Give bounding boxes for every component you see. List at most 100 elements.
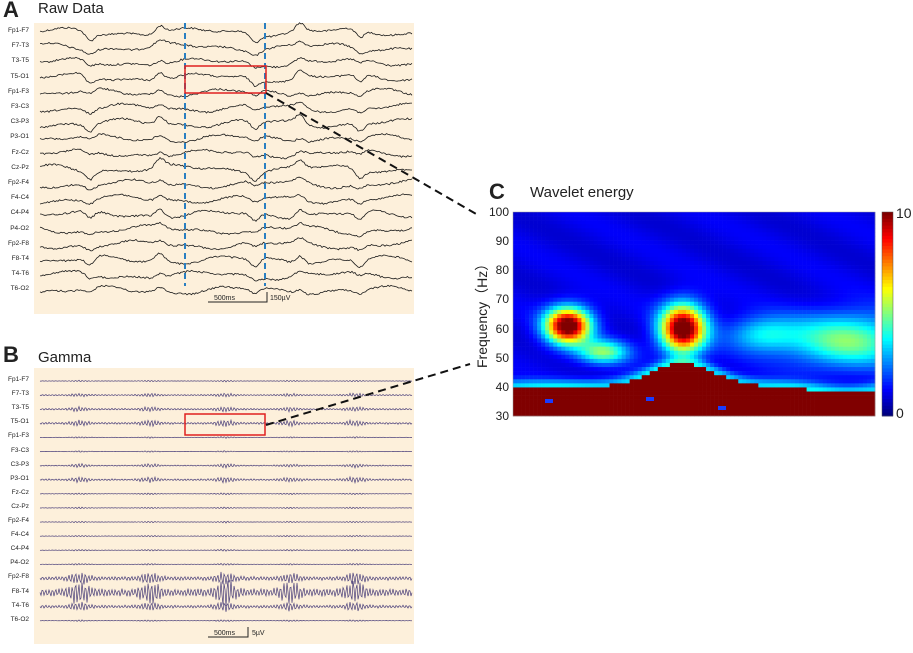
heatmap-cell [778,252,783,258]
heatmap-cell [858,330,864,335]
heatmap-cell [814,281,819,286]
heatmap-cell [565,285,570,290]
heatmap-cell [718,371,723,376]
heatmap-cell [858,240,864,245]
heatmap-cell [621,293,626,298]
heatmap-cell [553,322,558,327]
heatmap-cell [645,269,651,274]
heatmap-cell [722,362,727,368]
heatmap-cell [529,379,534,384]
heatmap-cell [681,285,687,290]
panel-c-y-tick-label: 50 [495,350,509,365]
heatmap-cell [685,305,691,311]
heatmap-cell [653,293,659,298]
heatmap-cell [746,346,751,352]
heatmap-cell [726,342,731,347]
heatmap-cell [846,236,852,241]
heatmap-cell [601,322,606,327]
heatmap-cell [814,318,819,323]
heatmap-cell [581,334,586,339]
heatmap-cell [629,309,634,315]
heatmap-cell [698,383,703,388]
heatmap-cell [541,403,546,409]
panel-a-trace [39,39,413,57]
heatmap-cell [850,212,856,217]
heatmap-cell [746,326,751,331]
heatmap-cell [698,297,703,303]
heatmap-cell [577,301,582,307]
heatmap-cell [850,358,856,364]
heatmap-cell [830,285,836,290]
heatmap-cell [702,220,707,225]
heatmap-cell [726,383,731,388]
heatmap-cell [830,305,836,311]
heatmap-cell [629,240,634,245]
heatmap-cell [681,379,687,384]
heatmap-cell [593,228,598,233]
heatmap-cell [557,379,562,384]
heatmap-cell [862,318,868,323]
heatmap-cell [730,273,735,278]
heatmap-cell [758,248,763,254]
heatmap-cell [653,236,659,241]
heatmap-cell [549,269,554,274]
heatmap-cell [734,367,739,372]
heatmap-cell [569,350,574,356]
heatmap-cell [722,232,727,237]
heatmap-cell [694,346,699,352]
heatmap-cell [822,273,828,278]
heatmap-cell [718,301,723,307]
panel-b-channel-label: Fp1-F7 [8,376,29,383]
heatmap-cell [661,379,667,384]
panel-a-channel-label: F4-C4 [10,194,29,202]
heatmap-cell [557,289,562,294]
heatmap-cell [649,354,655,360]
heatmap-cell [818,240,824,245]
heatmap-cell [661,281,667,286]
heatmap-cell [637,285,643,290]
heatmap-cell [541,297,546,303]
heatmap-cell [549,277,554,282]
heatmap-cell [589,305,594,311]
heatmap-cell [577,371,582,376]
heatmap-cell [641,411,647,417]
heatmap-cell [561,244,566,250]
heatmap-cell [706,338,711,343]
heatmap-cell [810,240,815,245]
heatmap-cell [605,301,610,307]
heatmap-cell [613,269,618,274]
heatmap-cell [826,338,832,343]
heatmap-cell [770,395,775,400]
heatmap-cell [517,387,522,392]
heatmap-cell [778,346,783,352]
heatmap-cell [706,232,711,237]
heatmap-cell [710,256,715,262]
heatmap-cell [545,240,550,245]
heatmap-cell [533,269,538,274]
heatmap-cell [677,407,683,413]
heatmap-cell [774,301,779,307]
heatmap-cell [838,314,844,319]
heatmap-cell [549,224,554,229]
heatmap-cell [710,248,715,254]
heatmap-cell [738,350,743,356]
heatmap-cell [673,391,679,396]
heatmap-cell [517,293,522,298]
heatmap-cell [629,403,634,409]
heatmap-cell [806,260,811,266]
colorbar-segment [882,371,893,376]
heatmap-cell [585,330,590,335]
heatmap-cell [722,342,727,347]
heatmap-cell [750,407,755,413]
heatmap-cell [778,391,783,396]
heatmap-cell [657,236,663,241]
heatmap-cell [750,228,755,233]
heatmap-cell [746,354,751,360]
heatmap-cell [565,338,570,343]
heatmap-cell [577,232,582,237]
heatmap-cell [826,314,832,319]
heatmap-cell [685,354,691,360]
heatmap-cell [746,277,751,282]
heatmap-cell [665,346,671,352]
heatmap-cell [698,391,703,396]
